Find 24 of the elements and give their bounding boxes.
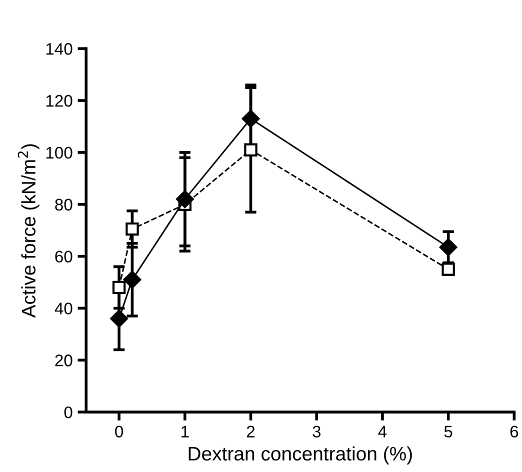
x-tick-label: 0 [115, 426, 124, 438]
x-tick-label: 5 [444, 426, 452, 438]
point [242, 110, 260, 128]
x-tick-label: 2 [246, 426, 255, 438]
point [244, 143, 258, 156]
y-tick-label: 100 [46, 146, 72, 159]
y-tick-label: 80 [55, 198, 72, 211]
y-tick-label: 40 [54, 302, 72, 314]
x-tick-label: 1 [182, 426, 189, 438]
y-axis-title: Active force (kN/m$^{2}$) [18, 144, 40, 318]
y-tick-label: 140 [46, 43, 72, 55]
x-axis-title: Dextran concentration (%) [188, 446, 412, 464]
y-tick-label: 120 [46, 94, 72, 107]
point [123, 270, 142, 289]
x-tick-label: 3 [312, 426, 321, 438]
point [439, 238, 458, 256]
x-tick-label: 4 [378, 426, 387, 438]
y-tick-label: 0 [64, 406, 72, 418]
x-tick-label: 6 [510, 426, 518, 438]
point [112, 280, 126, 294]
point [126, 222, 139, 236]
point [110, 310, 128, 328]
y-tick-label: 60 [55, 250, 72, 262]
y-tick-label: 20 [55, 354, 72, 366]
